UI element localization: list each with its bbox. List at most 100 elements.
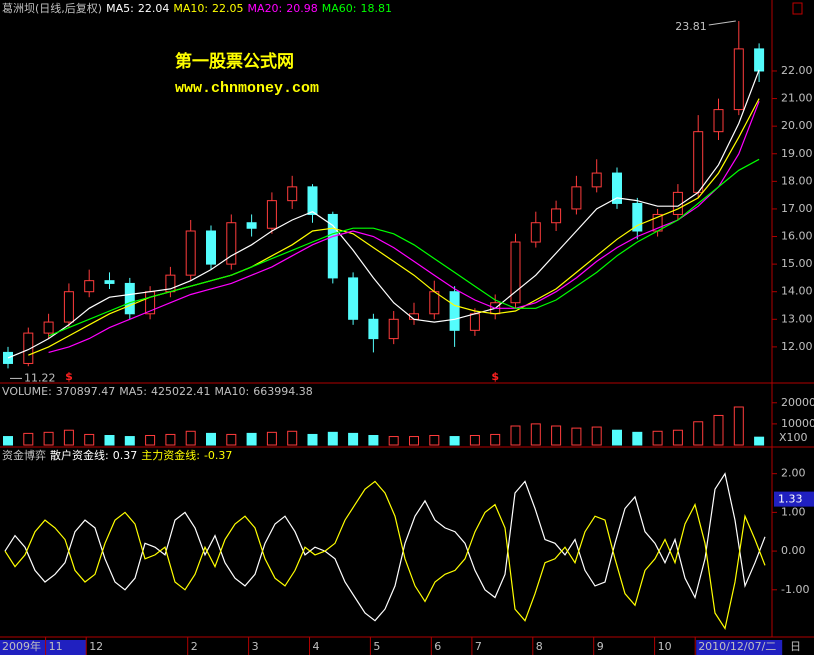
header-text: 20.98 [286,2,318,15]
y-tick-label: 21.00 [781,92,813,105]
moving-average-line [48,101,760,353]
watermark-url: www.chnmoney.com [175,80,319,97]
cursor-value-box [774,491,814,507]
x-tick-label: 11 [49,640,63,653]
candle-body [206,230,216,265]
indicator-line [4,480,766,631]
candle-body [530,222,541,243]
candle-body [469,313,480,331]
annotation-arrow [708,20,736,26]
signal-marker: $ [65,370,73,383]
volume-bar [165,433,176,446]
header-text: 22.04 [138,2,170,15]
x-tick-label: 6 [434,640,441,653]
volume-bar [43,431,54,446]
candle-body [733,48,744,111]
volume-bar [124,436,135,446]
x-tick-label: 2009年 [2,639,41,653]
volume-bar [632,431,643,446]
header-text: MA5: [106,2,134,15]
corner-box[interactable] [792,2,803,15]
watermark-title: 第一股票公式网 [175,51,294,72]
header-text: MA60: [322,2,357,15]
moving-average-line [7,69,760,359]
candle-body [510,241,521,304]
candle-body [266,200,277,229]
volume-bar [3,436,13,446]
candle-body [388,318,399,340]
y-tick-label: 20000 [781,396,814,409]
header-text: 资金博弈 [2,448,46,462]
volume-bar [84,433,95,446]
volume-bar [226,433,237,446]
candle-body [104,280,115,284]
volume-bar [206,432,216,446]
volume-bar [368,435,379,446]
header-text: 0.37 [113,449,138,462]
x-tick-label: 9 [597,640,604,653]
y-tick-label: 17.00 [781,202,813,215]
candle-body [449,291,460,331]
candle-body [287,186,298,202]
header-text: 370897.47 [56,385,116,398]
cursor-date-box [0,640,86,655]
header-text: MA20: [248,2,283,15]
x-tick-label: 2010/12/07/二 [698,640,776,653]
header-text: MA5: [119,385,147,398]
volume-bar [266,431,277,446]
candle-body [591,172,602,188]
candle-body [246,222,257,229]
candle-body [23,332,34,364]
volume-bar [23,432,34,446]
candle-body [713,109,724,133]
y-unit: X100 [779,431,808,444]
volume-bar [469,435,480,446]
period-tab[interactable]: 日 [790,640,801,653]
volume-bar [754,436,765,446]
volume-bar [185,430,196,446]
candle-body [124,282,135,315]
candle-body [43,321,54,334]
volume-bar [348,432,359,446]
header-text: 663994.38 [253,385,313,398]
header-text: MA10: [215,385,250,398]
candle-body [368,318,379,340]
volume-bar [145,435,156,446]
y-tick-label: 14.00 [781,285,813,298]
candle-body [754,48,765,72]
x-tick-label: 10 [658,640,672,653]
volume-bar [551,425,562,446]
x-tick-label: 4 [313,640,320,653]
volume-bar [327,431,338,446]
y-tick-label: 22.00 [781,64,813,77]
volume-bar [652,430,663,446]
volume-bar [388,436,399,446]
volume-bar [733,406,744,446]
y-tick-label: 16.00 [781,230,813,243]
volume-bar [104,435,115,446]
header-text: 18.81 [360,2,392,15]
cursor-value: 1.33 [778,493,803,506]
volume-bar [287,430,298,446]
moving-average-line [48,158,760,337]
x-tick-label: 8 [536,640,543,653]
y-tick-label: -1.00 [781,583,809,596]
candle-body [63,291,74,323]
y-tick-label: 15.00 [781,257,813,270]
header-text: VOLUME: [2,385,52,398]
volume-bar [591,426,602,446]
header-text: 散户资金线: [50,448,109,462]
cursor-date-box [696,640,783,655]
candle-body [327,213,338,279]
candle-body [84,280,95,293]
indicator-line [4,472,766,622]
y-tick-label: 13.00 [781,312,813,325]
y-tick-label: 12.00 [781,340,813,353]
volume-bar [63,429,74,446]
y-tick-label: 10000 [781,417,814,430]
volume-bar [713,414,724,446]
x-tick-label: 2 [191,640,198,653]
candle-body [429,291,440,315]
candle-body [571,186,582,210]
